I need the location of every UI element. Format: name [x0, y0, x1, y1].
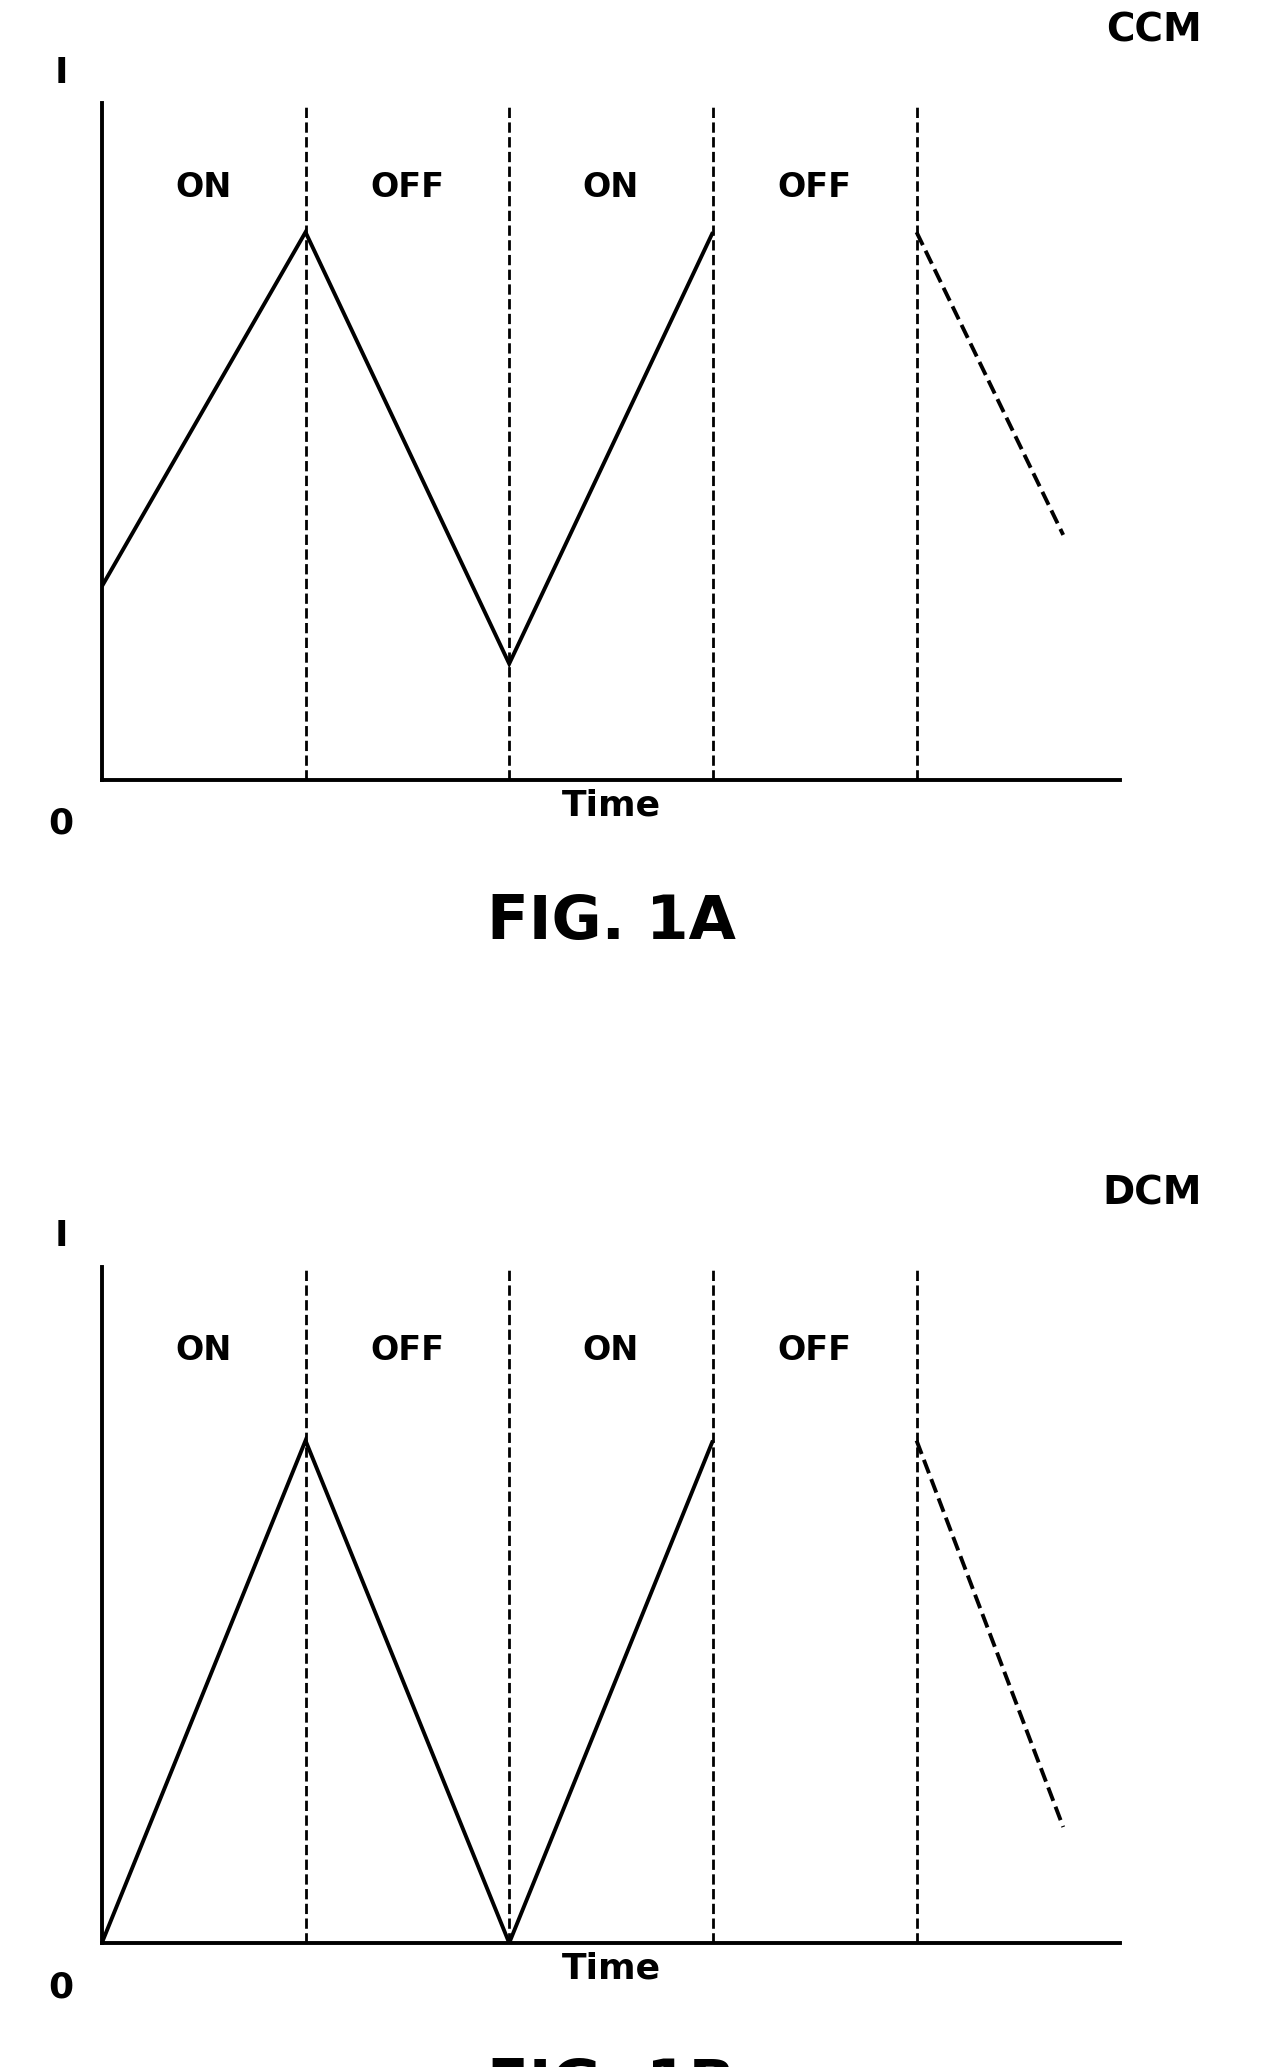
Text: I: I — [55, 1220, 67, 1253]
Text: ON: ON — [176, 172, 232, 205]
Text: 0: 0 — [48, 806, 74, 841]
Text: OFF: OFF — [370, 1335, 444, 1366]
Text: ON: ON — [583, 172, 639, 205]
Text: FIG. 1A: FIG. 1A — [486, 893, 736, 953]
Text: DCM: DCM — [1102, 1174, 1202, 1213]
Text: OFF: OFF — [778, 172, 852, 205]
Text: ON: ON — [583, 1335, 639, 1366]
Text: ON: ON — [176, 1335, 232, 1366]
Text: FIG. 1B: FIG. 1B — [488, 2057, 735, 2067]
X-axis label: Time: Time — [561, 1951, 661, 1984]
Text: OFF: OFF — [778, 1335, 852, 1366]
Text: CCM: CCM — [1106, 10, 1202, 50]
X-axis label: Time: Time — [561, 788, 661, 823]
Text: OFF: OFF — [370, 172, 444, 205]
Text: 0: 0 — [48, 1970, 74, 2005]
Text: I: I — [55, 56, 67, 89]
